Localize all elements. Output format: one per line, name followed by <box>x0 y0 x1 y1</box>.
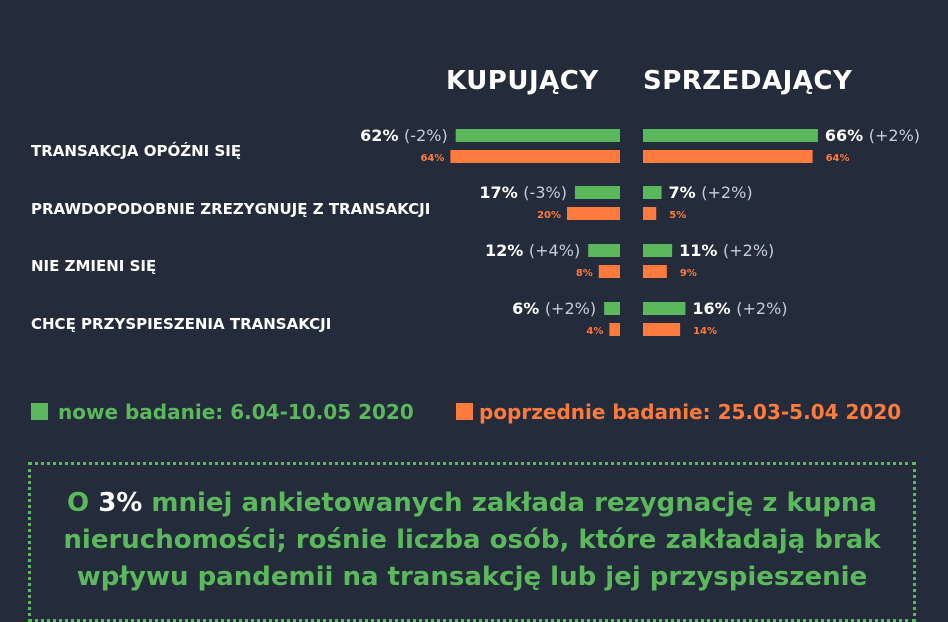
legend-prev: poprzednie badanie: 25.03-5.04 2020 <box>456 400 901 424</box>
sellers-header: SPRZEDAJĄCY <box>643 66 853 96</box>
buyers-new-bar <box>455 129 620 142</box>
buyers-prev-bar <box>598 265 620 278</box>
sellers-new-bar <box>643 302 686 315</box>
legend-prev-swatch <box>456 403 473 420</box>
note-text: mniej ankietowanych zakłada rezygnację z… <box>63 488 881 592</box>
sellers-prev-label: 9% <box>680 268 697 279</box>
butterfly-bar-chart: 62% (-2%) 64% 66% (+2%) 64% 17% (-3%) 20% 7% (… <box>360 126 920 337</box>
sellers-prev-label: 64% <box>826 153 850 164</box>
note-highlight: 3% <box>98 488 143 518</box>
sellers-prev-bar <box>643 323 681 336</box>
buyers-new-bar <box>604 302 620 315</box>
legend-prev-label: poprzednie badanie: 25.03-5.04 2020 <box>479 400 902 424</box>
sellers-new-bar <box>643 244 673 257</box>
buyers-prev-label: 8% <box>576 268 593 279</box>
buyers-prev-bar <box>609 323 620 336</box>
category-label: NIE ZMIENI SIĘ <box>31 257 157 275</box>
buyers-new-label: 62% (-2%) <box>360 126 448 145</box>
sellers-new-bar <box>643 129 818 142</box>
legend-new-label: nowe badanie: 6.04-10.05 2020 <box>58 400 414 424</box>
summary-note: O 3% mniej ankietowanych zakłada rezygna… <box>28 462 916 622</box>
category-label: TRANSAKCJA OPÓŹNI SIĘ <box>31 142 242 160</box>
sellers-prev-bar <box>643 265 667 278</box>
category-label: CHCĘ PRZYSPIESZENIA TRANSAKCJI <box>31 315 332 333</box>
note-prefix: O <box>67 488 99 518</box>
buyers-header: KUPUJĄCY <box>446 66 599 96</box>
sellers-prev-bar <box>643 207 657 220</box>
buyers-prev-label: 4% <box>586 326 603 337</box>
buyers-prev-bar <box>450 150 620 163</box>
sellers-new-bar <box>643 186 662 199</box>
buyers-new-label: 12% (+4%) <box>485 241 580 260</box>
sellers-new-label: 16% (+2%) <box>692 299 787 318</box>
buyers-new-bar <box>588 244 620 257</box>
sellers-prev-label: 5% <box>669 210 686 221</box>
sellers-prev-bar <box>643 150 813 163</box>
sellers-new-label: 7% (+2%) <box>669 183 753 202</box>
buyers-prev-bar <box>567 207 620 220</box>
legend-new: nowe badanie: 6.04-10.05 2020 <box>31 400 414 424</box>
buyers-new-bar <box>574 186 620 199</box>
category-label: PRAWDOPODOBNIE ZREZYGNUJĘ Z TRANSAKCJI <box>31 200 431 218</box>
buyers-prev-label: 64% <box>420 153 444 164</box>
legend-new-swatch <box>31 403 48 420</box>
sellers-prev-label: 14% <box>693 326 717 337</box>
sellers-new-label: 11% (+2%) <box>679 241 774 260</box>
sellers-new-label: 66% (+2%) <box>825 126 920 145</box>
buyers-new-label: 6% (+2%) <box>512 299 596 318</box>
buyers-new-label: 17% (-3%) <box>479 183 567 202</box>
buyers-prev-label: 20% <box>537 210 561 221</box>
